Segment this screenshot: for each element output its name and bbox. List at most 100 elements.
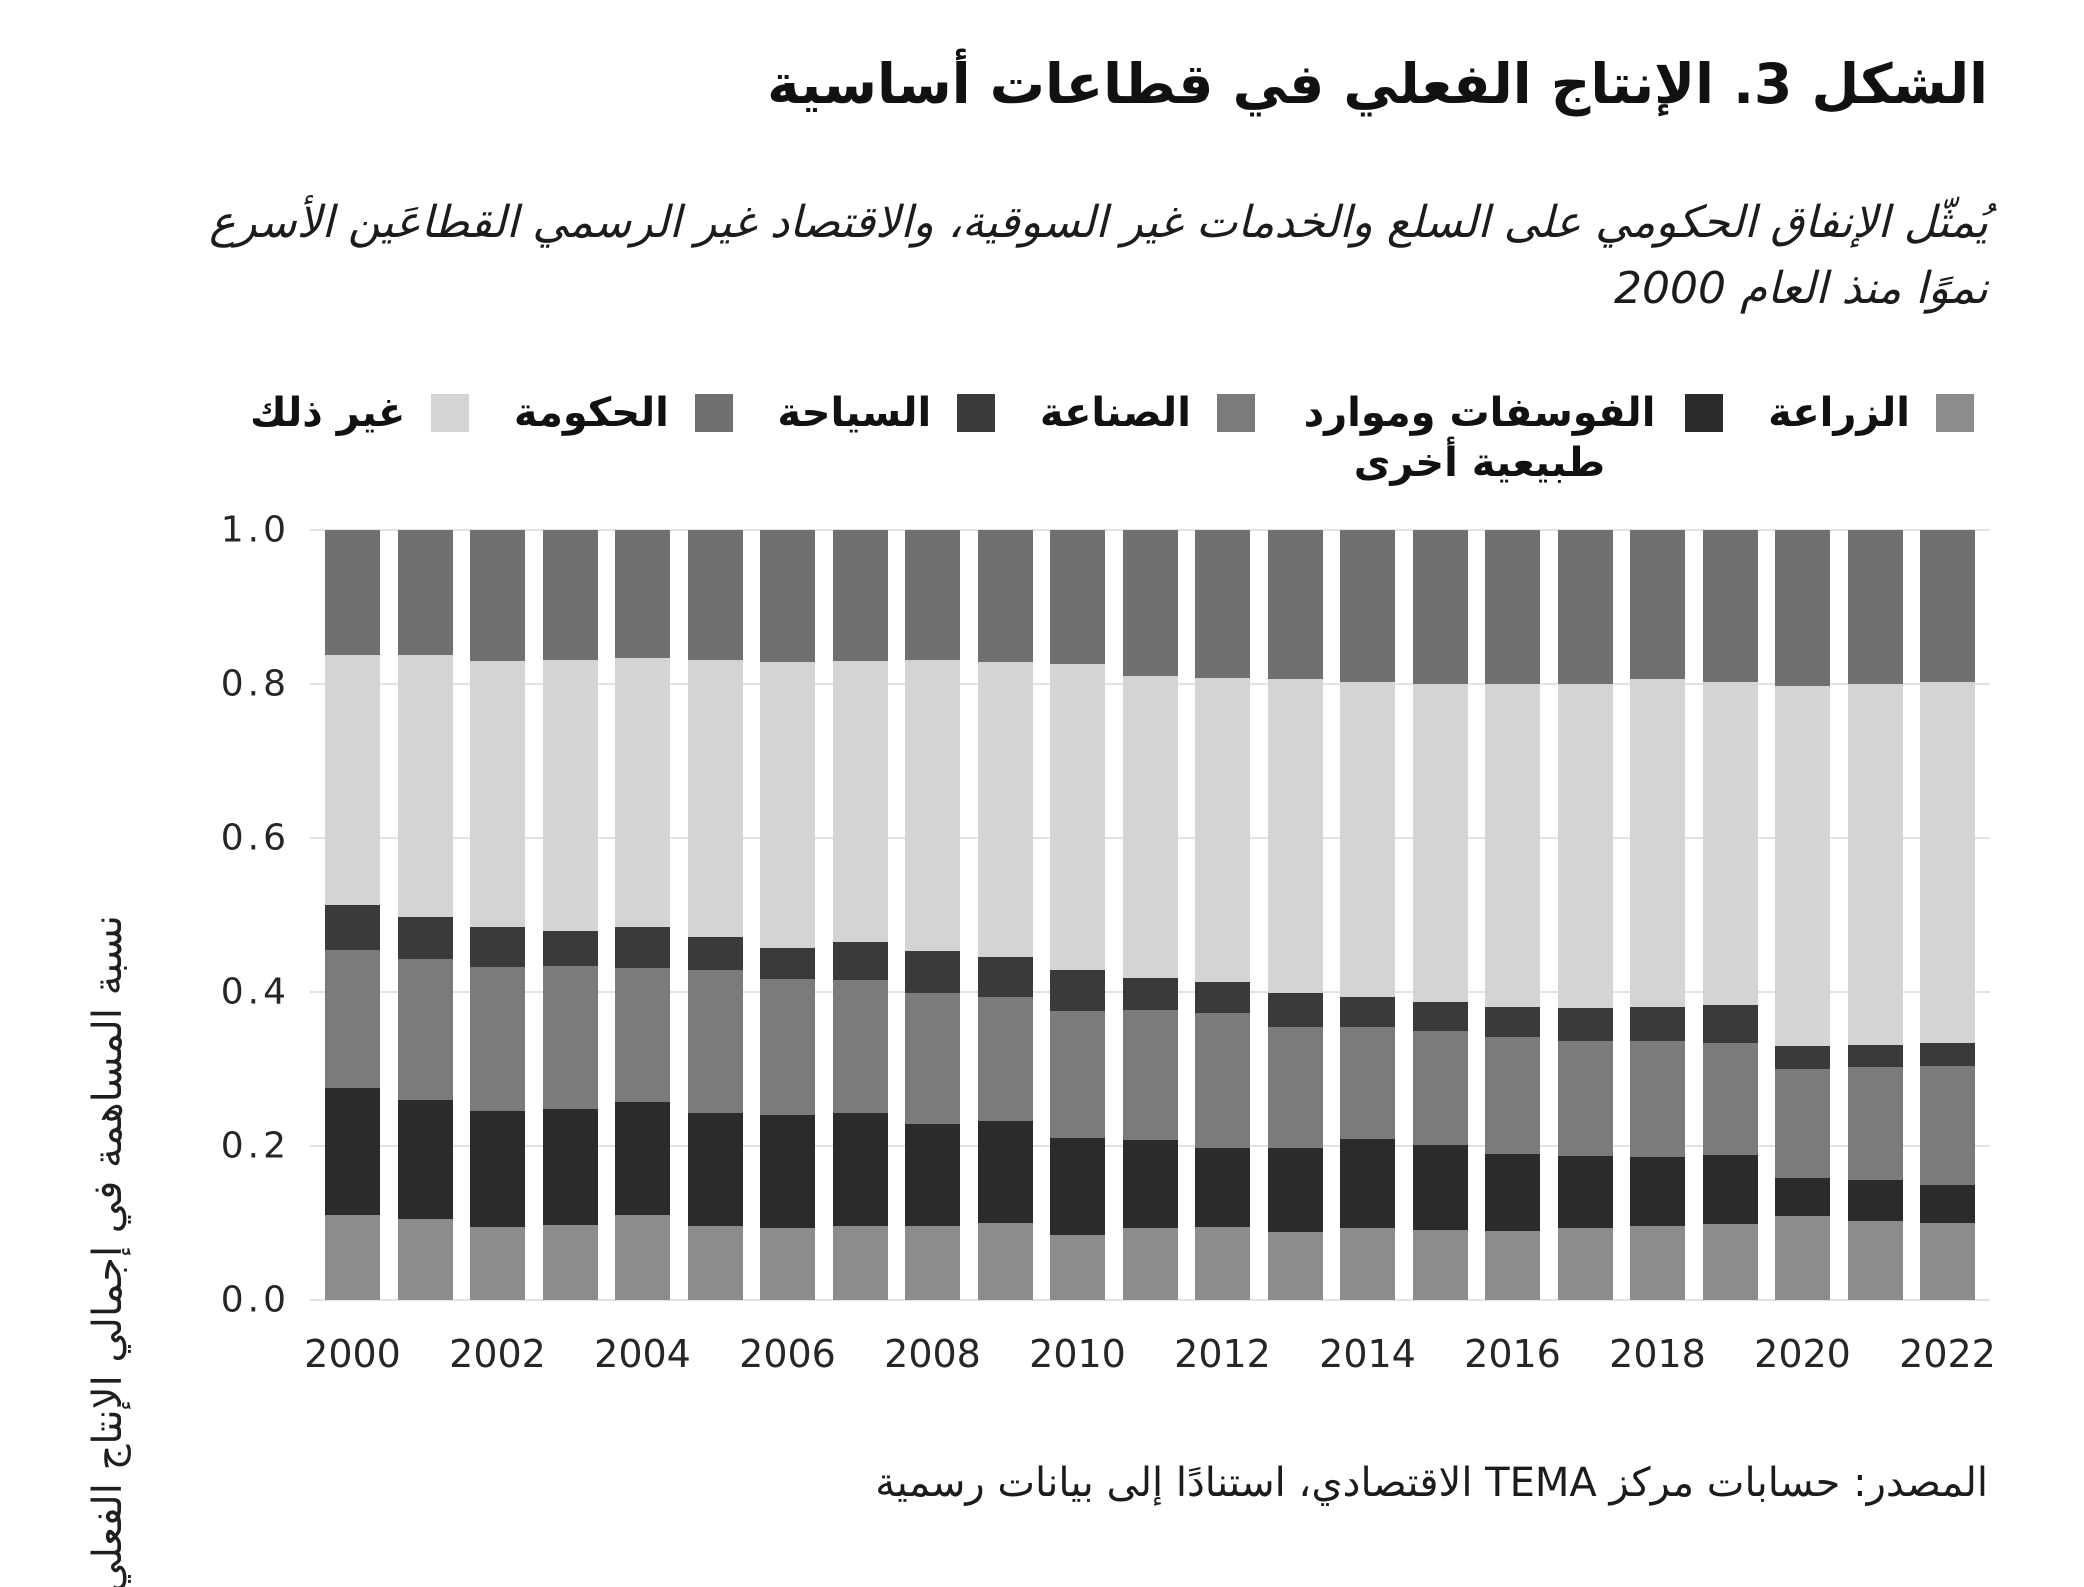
x-tick-label: 2012	[1174, 1332, 1271, 1376]
bar-2010	[1050, 530, 1105, 1300]
bar-segment	[977, 956, 1033, 997]
bar-segment	[1775, 1178, 1830, 1217]
bar-segment	[977, 1121, 1033, 1223]
bar-2005	[687, 530, 743, 1300]
x-tick-label: 2022	[1899, 1332, 1996, 1376]
bar-2019	[1702, 530, 1758, 1300]
bar-2011	[1122, 530, 1178, 1300]
bar-segment	[1775, 686, 1830, 1046]
bar-segment	[397, 654, 453, 917]
legend-item: الحكومة	[514, 388, 733, 438]
bar-segment	[615, 968, 670, 1103]
bar-segment	[1412, 1229, 1468, 1300]
bar-segment	[470, 1111, 525, 1227]
bar-segment	[1122, 978, 1178, 1011]
bar-2017	[1557, 530, 1613, 1300]
bar-segment	[905, 1226, 960, 1300]
bar-segment	[1847, 1067, 1903, 1180]
bar-segment	[1630, 1006, 1685, 1041]
bar-2003	[542, 530, 598, 1300]
gridline	[310, 1299, 1990, 1301]
bar-segment	[977, 530, 1033, 663]
y-tick-label: 0.6	[220, 817, 290, 859]
bar-segment	[905, 530, 960, 661]
bar-segment	[1195, 1012, 1250, 1149]
bar-segment	[470, 660, 525, 927]
bar-2001	[397, 530, 453, 1300]
bar-segment	[397, 1219, 453, 1300]
bar-segment	[1485, 1230, 1540, 1300]
bar-segment	[687, 660, 743, 937]
bar-segment	[615, 1102, 670, 1216]
bar-segment	[1557, 1008, 1613, 1041]
bar-segment	[977, 996, 1033, 1122]
x-tick-label: 2006	[739, 1332, 836, 1376]
bar-segment	[760, 978, 815, 1116]
bar-segment	[687, 530, 743, 661]
legend-item: الفوسفات وموارد طبيعية أخرى	[1299, 388, 1724, 488]
legend-item: السياحة	[777, 388, 996, 438]
bar-segment	[615, 927, 670, 969]
bar-segment	[1847, 1045, 1903, 1068]
bar-2000	[325, 530, 380, 1300]
bar-segment	[1920, 682, 1975, 1043]
bar-segment	[1485, 1153, 1540, 1231]
figure-subtitle: يُمثّل الإنفاق الحكومي على السلع والخدما…	[96, 190, 1988, 322]
bar-segment	[542, 660, 598, 932]
bar-segment	[325, 530, 380, 655]
bar-segment	[615, 657, 670, 928]
bar-segment	[325, 1215, 380, 1300]
figure-subtitle-line-2: نموًا منذ العام 2000	[1613, 263, 1988, 314]
legend-label: الصناعة	[1039, 390, 1191, 436]
bar-segment	[1630, 1040, 1685, 1157]
bar-2016	[1485, 530, 1540, 1300]
bar-segment	[1267, 1232, 1323, 1300]
bar-2009	[977, 530, 1033, 1300]
bar-segment	[1920, 1042, 1975, 1066]
bar-segment	[1340, 530, 1395, 682]
x-tick-label: 2002	[449, 1332, 546, 1376]
x-tick-label: 2018	[1609, 1332, 1706, 1376]
legend-swatch	[1216, 394, 1255, 432]
legend-swatch	[1936, 394, 1974, 432]
bar-segment	[397, 916, 453, 959]
bar-segment	[542, 1224, 598, 1300]
bar-segment	[1267, 679, 1323, 993]
bar-segment	[542, 965, 598, 1110]
bar-segment	[397, 1099, 453, 1220]
bar-segment	[470, 966, 525, 1112]
bar-segment	[1557, 1156, 1613, 1228]
bar-segment	[1485, 1007, 1540, 1038]
bar-segment	[1557, 1227, 1613, 1300]
bar-segment	[687, 1112, 743, 1227]
bar-segment	[832, 530, 888, 661]
bar-segment	[905, 1123, 960, 1227]
bar-segment	[470, 1226, 525, 1300]
bar-segment	[832, 941, 888, 980]
x-tick-label: 2020	[1754, 1332, 1851, 1376]
bar-segment	[1050, 969, 1105, 1011]
bar-segment	[687, 1226, 743, 1300]
bar-segment	[1122, 1228, 1178, 1300]
bar-segment	[760, 530, 815, 662]
bar-segment	[1557, 1040, 1613, 1157]
bar-segment	[1702, 1005, 1758, 1043]
bar-2021	[1847, 530, 1903, 1300]
bar-segment	[1122, 1139, 1178, 1229]
x-tick-label: 2004	[594, 1332, 691, 1376]
bar-2008	[905, 530, 960, 1300]
bars-container	[310, 530, 1990, 1300]
bar-segment	[760, 948, 815, 979]
bar-segment	[1630, 679, 1685, 1007]
bar-segment	[1847, 684, 1903, 1046]
chart-legend: الزراعة الفوسفات وموارد طبيعية أخرى الصناع…	[250, 388, 1974, 488]
y-tick-label: 0.8	[220, 663, 290, 705]
legend-label: غير ذلك	[250, 390, 406, 436]
bar-segment	[1050, 1137, 1105, 1235]
bar-segment	[1340, 996, 1395, 1027]
bar-segment	[325, 905, 380, 950]
bar-segment	[1122, 530, 1178, 677]
bar-segment	[397, 530, 453, 655]
bar-segment	[760, 1115, 815, 1228]
bar-segment	[905, 951, 960, 993]
